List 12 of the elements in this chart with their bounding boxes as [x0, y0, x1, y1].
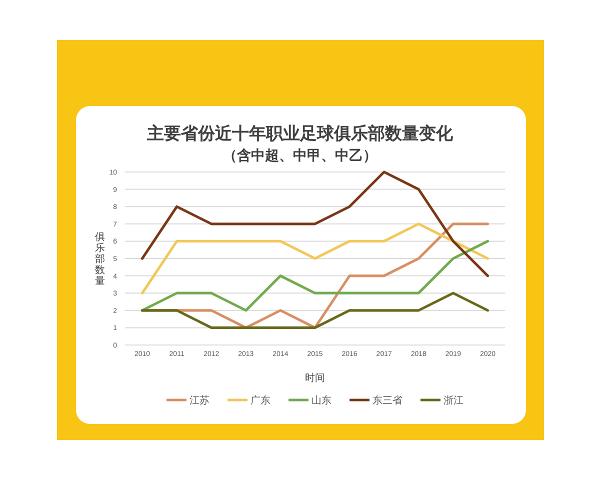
legend-label: 广东	[250, 394, 270, 406]
line-series	[140, 240, 490, 312]
chart-title: 主要省份近十年职业足球俱乐部数量变化	[146, 124, 454, 143]
x-axis-title: 时间	[305, 372, 325, 384]
line-series	[140, 222, 490, 294]
legend-label: 江苏	[190, 394, 210, 406]
line-series	[140, 170, 490, 278]
chart-subtitle: （含中超、中甲、中乙）	[223, 147, 377, 163]
y-axis-title: 俱乐部数量	[95, 232, 105, 287]
legend-label: 浙江	[444, 394, 464, 406]
legend-label: 东三省	[372, 394, 402, 406]
legend-label: 山东	[312, 394, 332, 406]
